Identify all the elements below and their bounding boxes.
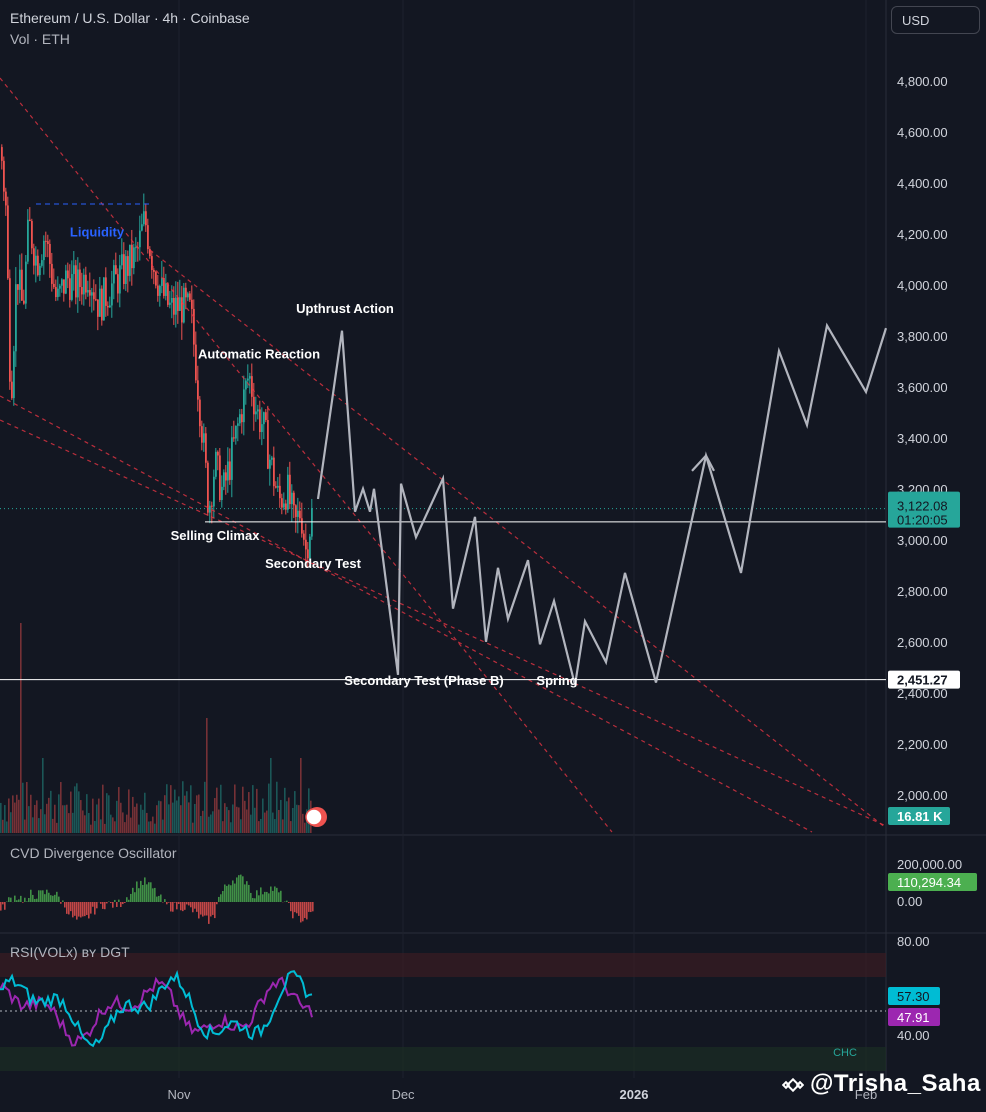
time-tick-label: 2026 (620, 1087, 649, 1102)
time-tick-label: Nov (167, 1087, 191, 1102)
binance-logo-icon (782, 1077, 804, 1093)
trendline (0, 77, 613, 833)
event-flag-icon (305, 808, 323, 826)
currency-button[interactable]: USD (891, 6, 980, 34)
price-tick-label: 3,000.00 (897, 533, 948, 548)
annotation-label: Spring (536, 673, 577, 688)
last-price-label: 3,122.08 (897, 499, 948, 514)
rsi-primary-line (0, 970, 313, 1048)
price-tick-label: 3,800.00 (897, 329, 948, 344)
price-tick-label: 4,200.00 (897, 227, 948, 242)
time-tick-label: Dec (391, 1087, 415, 1102)
trendline (0, 419, 887, 827)
chart-title: Ethereum / U.S. Dollar · 4h · Coinbase (10, 10, 250, 26)
price-tick-label: 2,600.00 (897, 635, 948, 650)
price-tick-label: 3,400.00 (897, 431, 948, 446)
price-tick-label: 4,600.00 (897, 125, 948, 140)
rsi-pane-title: RSI(VOLx) ʙʏ DGT (10, 944, 130, 960)
price-tick-label: 4,400.00 (897, 176, 948, 191)
volume-label: Vol · ETH (10, 31, 70, 47)
price-tick-label: 4,800.00 (897, 74, 948, 89)
volume-bars (0, 623, 312, 833)
projection-path (316, 322, 888, 686)
last-price-badge (888, 491, 960, 528)
trendline (0, 395, 813, 833)
level-badge (888, 670, 960, 689)
countdown-label: 01:20:05 (897, 513, 948, 528)
annotation-label: Selling Climax (171, 528, 261, 543)
annotation-label: Automatic Reaction (198, 347, 320, 362)
rsi-tick-label: 40.00 (897, 1028, 930, 1043)
projection-arrowhead (691, 453, 715, 472)
price-tick-label: 4,000.00 (897, 278, 948, 293)
annotation-label: Secondary Test (265, 556, 362, 571)
rsi-tick-label: 80.00 (897, 934, 930, 949)
volume-badge (888, 807, 950, 825)
cvd-histogram (0, 874, 314, 924)
annotation-label: Secondary Test (Phase B) (344, 673, 503, 688)
price-tick-label: 2,800.00 (897, 584, 948, 599)
rsi-badge-label: CHC (833, 1047, 857, 1059)
rsi-primary-value: 57.30 (897, 989, 930, 1004)
price-tick-label: 2,000.00 (897, 788, 948, 803)
price-tick-label: 3,600.00 (897, 380, 948, 395)
watermark: @Trisha_Saha (810, 1070, 981, 1097)
rsi-secondary-value: 47.91 (897, 1010, 930, 1025)
volume-badge-label: 16.81 K (897, 809, 943, 824)
rsi-oversold-zone (0, 1047, 886, 1071)
price-tick-label: 2,200.00 (897, 737, 948, 752)
cvd-pane-title: CVD Divergence Oscillator (10, 845, 177, 861)
rsi-primary-badge (888, 987, 940, 1005)
annotation-label: Upthrust Action (296, 301, 394, 316)
cvd-value-label: 110,294.34 (897, 875, 961, 890)
cvd-value-badge (888, 873, 977, 891)
time-tick-label: Feb (855, 1087, 877, 1102)
level-badge-label: 2,451.27 (897, 673, 948, 688)
rsi-secondary-badge (888, 1008, 940, 1026)
price-tick-label: 2,400.00 (897, 686, 948, 701)
rsi-secondary-line (0, 976, 313, 1047)
cvd-tick-label: 200,000.00 (897, 857, 962, 872)
trendline (149, 249, 887, 829)
annotation-label: Liquidity (70, 224, 125, 239)
cvd-tick-label: 0.00 (897, 894, 922, 909)
rsi-overbought-zone (0, 953, 886, 977)
